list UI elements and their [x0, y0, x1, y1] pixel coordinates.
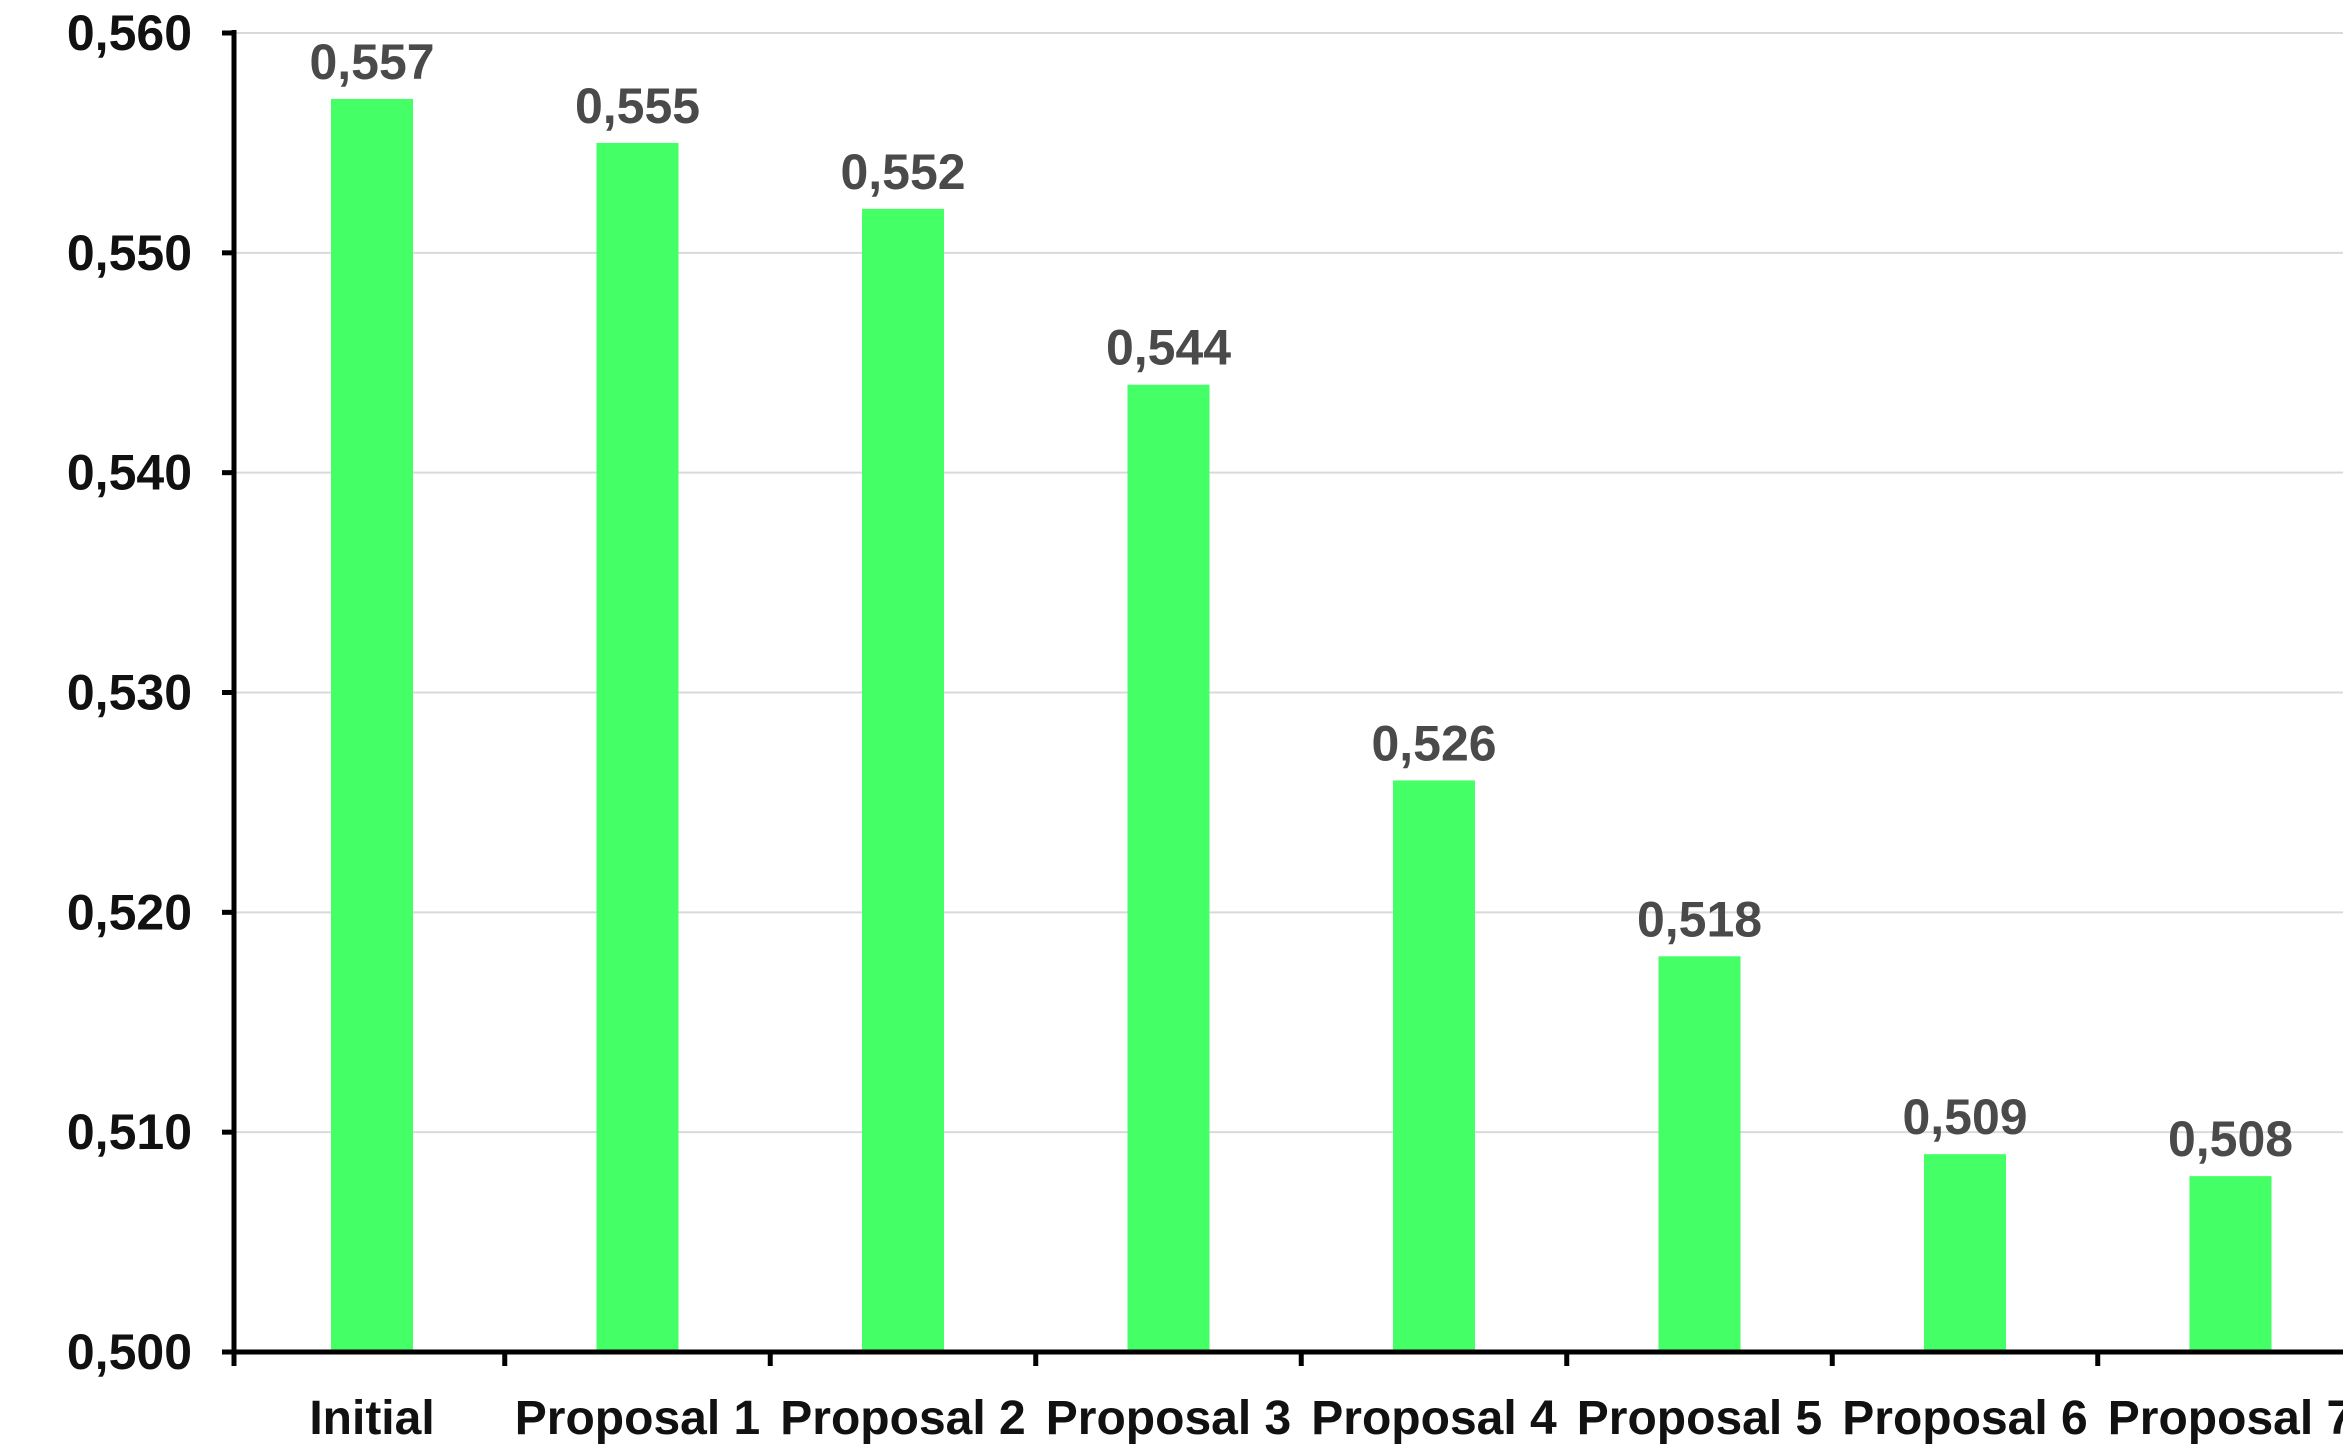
data-label: 0,557	[309, 34, 434, 90]
labels: 0,500 0,510 0,520 0,530 0,540 0,550 0,560 0,557…	[67, 5, 2343, 1445]
x-tick-label: Proposal 1	[515, 1392, 760, 1445]
data-label: 0,526	[1371, 715, 1496, 771]
data-label: 0,552	[840, 144, 965, 200]
bar	[2189, 1176, 2272, 1352]
data-label: 0,555	[575, 78, 700, 134]
bar	[596, 142, 679, 1353]
x-tick-label: Proposal 5	[1577, 1392, 1822, 1445]
bar	[1658, 956, 1741, 1352]
x-tick-label: Proposal 3	[1046, 1392, 1291, 1445]
y-tick-label: 0,540	[67, 445, 192, 501]
bars	[331, 98, 2272, 1353]
y-tick-label: 0,560	[67, 5, 192, 61]
x-tick-label: Proposal 7	[2108, 1392, 2343, 1445]
bar	[862, 208, 944, 1352]
x-tick-label: Proposal 2	[780, 1392, 1025, 1445]
y-tick-label: 0,550	[67, 225, 192, 281]
data-label: 0,544	[1106, 320, 1231, 376]
x-tick-label: Initial	[309, 1392, 434, 1445]
y-tick-label: 0,530	[67, 665, 192, 721]
gridlines	[234, 32, 2343, 1134]
y-tick-label: 0,510	[67, 1104, 192, 1160]
bar	[1924, 1154, 2006, 1352]
y-tick-label: 0,500	[67, 1324, 192, 1380]
data-label: 0,509	[1902, 1089, 2027, 1145]
data-label: 0,518	[1637, 891, 1762, 947]
axes	[222, 30, 2343, 1366]
x-tick-label: Proposal 6	[1842, 1392, 2087, 1445]
y-tick-label: 0,520	[67, 884, 192, 940]
bar	[1393, 780, 1475, 1352]
data-label: 0,508	[2168, 1111, 2293, 1167]
bar	[331, 98, 413, 1353]
bar	[1127, 384, 1210, 1352]
x-tick-label: Proposal 4	[1311, 1392, 1557, 1445]
